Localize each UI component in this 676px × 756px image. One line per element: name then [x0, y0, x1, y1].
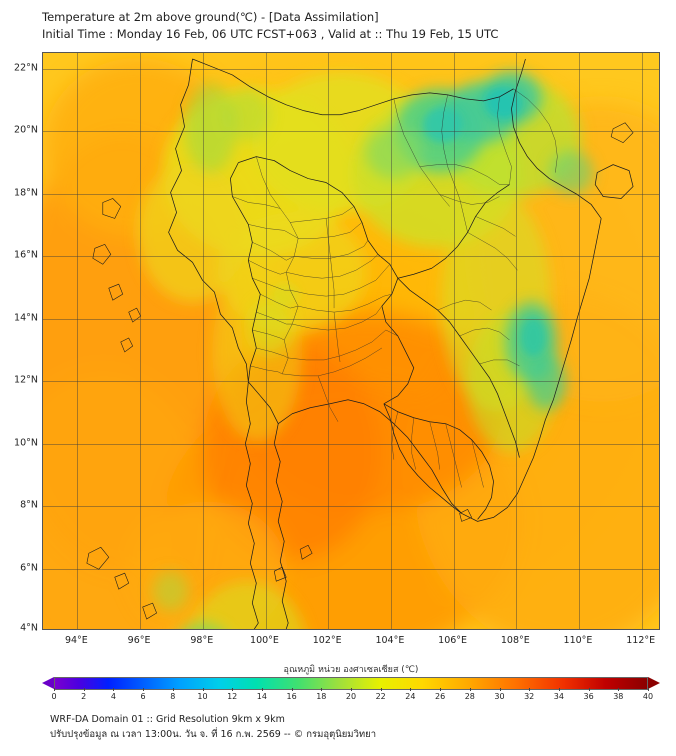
colorbar-tick-label: 12 — [227, 692, 238, 701]
colorbar-tick-mark — [54, 688, 55, 691]
y-tick-label: 6°N — [20, 562, 38, 574]
colorbar-tick-label: 16 — [286, 692, 297, 701]
colorbar-tick-label: 0 — [51, 692, 57, 701]
gridline-lat-22 — [43, 68, 659, 70]
colorbar-tick-label: 36 — [583, 692, 594, 701]
colorbar-tick-mark — [440, 688, 442, 691]
colorbar-tick-mark — [499, 688, 501, 691]
x-tick-label: 96°E — [127, 635, 151, 646]
colorbar-tick-mark — [261, 688, 263, 691]
y-tick-label: 20°N — [14, 124, 38, 136]
gridline-lon-104 — [390, 53, 392, 629]
footer-line-2: ปรับปรุงข้อมูล ณ เวลา 13:00น. วัน จ. ที่… — [50, 729, 377, 740]
colorbar-tick-label: 32 — [524, 692, 535, 701]
colorbar-tick-mark — [83, 688, 85, 691]
colorbar-tick-mark — [618, 688, 620, 691]
temperature-map[interactable]: 94°E 96°E 98°E 100°E 102°E 104°E 106°E 1… — [14, 52, 660, 646]
colorbar-tick-mark — [588, 688, 590, 691]
x-tick-label: 98°E — [190, 635, 214, 646]
coastline-layer — [168, 58, 634, 629]
gridline-lat-16 — [43, 256, 659, 258]
x-tick-label: 108°E — [500, 635, 530, 646]
gridline-lon-102 — [328, 53, 330, 629]
colorbar-low-arrow — [42, 677, 54, 689]
colorbar: อุณหภูมิ หน่วย องศาเซลเซียส (℃) 0 2 4 6 8 10 1… — [42, 662, 660, 708]
gridline-lon-98 — [202, 53, 204, 629]
colorbar-high-arrow — [648, 677, 660, 689]
chart-title-block: Temperature at 2m above ground(℃) - [Dat… — [42, 9, 498, 43]
colorbar-tick-label: 2 — [81, 692, 87, 701]
gridline-lon-106 — [453, 53, 455, 629]
colorbar-tick-mark — [291, 688, 293, 691]
colorbar-tick-mark — [410, 688, 412, 691]
temperature-field — [43, 53, 659, 629]
gridline-lat-10 — [43, 443, 659, 445]
colorbar-tick-mark — [232, 688, 234, 691]
colorbar-tick-mark — [469, 688, 471, 691]
island-layer — [86, 122, 634, 620]
colorbar-title: อุณหภูมิ หน่วย องศาเซลเซียส (℃) — [283, 665, 419, 675]
colorbar-tick-mark — [143, 688, 145, 691]
colorbar-tick-label: 34 — [553, 692, 564, 701]
chart-title-line-2: Initial Time : Monday 16 Feb, 06 UTC FCS… — [42, 27, 499, 41]
y-tick-label: 16°N — [14, 249, 38, 261]
gridline-lat-12 — [43, 381, 659, 383]
colorbar-tick-mark — [529, 688, 531, 691]
colorbar-tick-mark — [172, 688, 174, 691]
y-tick-label: 18°N — [14, 187, 38, 199]
colorbar-tick-label: 8 — [170, 692, 176, 701]
y-tick-label: 4°N — [20, 622, 38, 634]
x-tick-label: 100°E — [250, 635, 279, 646]
gridline-lon-96 — [140, 53, 142, 629]
x-tick-label: 102°E — [312, 635, 342, 646]
footer-block: WRF-DA Domain 01 :: Grid Resolution 9km … — [50, 712, 376, 742]
chart-title-line-1: Temperature at 2m above ground(℃) - [Dat… — [42, 10, 379, 24]
y-tick-label: 10°N — [14, 437, 38, 449]
y-tick-label: 14°N — [14, 312, 38, 324]
colorbar-tick-label: 6 — [140, 692, 146, 701]
gridline-lat-18 — [43, 193, 659, 195]
y-tick-label: 12°N — [14, 374, 38, 386]
colorbar-tick-mark — [380, 688, 382, 691]
colorbar-tick-label: 22 — [375, 692, 386, 701]
y-tick-label: 22°N — [14, 62, 38, 74]
colorbar-tick-mark — [202, 688, 204, 691]
colorbar-tick-label: 30 — [494, 692, 505, 701]
gridline-lat-14 — [43, 318, 659, 320]
colorbar-tick-label: 18 — [316, 692, 327, 701]
colorbar-tick-mark — [321, 688, 323, 691]
gridline-lat-8 — [43, 506, 659, 508]
colorbar-tick-mark — [558, 688, 560, 691]
colorbar-tick-label: 28 — [464, 692, 475, 701]
gridline-lat-6 — [43, 568, 659, 570]
x-tick-label: 94°E — [64, 635, 88, 646]
gridline-lat-20 — [43, 131, 659, 133]
colorbar-ticks: 0 2 4 6 8 10 12 14 16 18 20 22 24 26 28 30 32 34 36 38 40 — [51, 688, 653, 705]
gridline-lon-94 — [77, 53, 79, 629]
gridline-lon-100 — [265, 53, 267, 629]
colorbar-tick-label: 20 — [345, 692, 357, 701]
gridline-lon-110 — [579, 53, 580, 629]
colorbar-tick-label: 38 — [613, 692, 624, 701]
colorbar-tick-mark — [113, 688, 115, 691]
x-tick-label: 112°E — [626, 635, 656, 646]
x-tick-label: 104°E — [375, 635, 405, 646]
footer-line-1: WRF-DA Domain 01 :: Grid Resolution 9km … — [50, 714, 285, 725]
colorbar-tick-label: 24 — [405, 692, 416, 701]
colorbar-tick-label: 14 — [256, 692, 267, 701]
colorbar-tick-label: 10 — [197, 692, 208, 701]
y-tick-label: 8°N — [20, 499, 38, 511]
colorbar-tick-label: 40 — [642, 692, 654, 701]
x-tick-label: 110°E — [563, 635, 593, 646]
colorbar-tick-label: 4 — [110, 692, 116, 701]
gridline-lon-108 — [516, 53, 518, 629]
colorbar-tick-label: 26 — [435, 692, 446, 701]
x-tick-label: 106°E — [438, 635, 468, 646]
map-plot-area[interactable] — [42, 52, 660, 630]
colorbar-tick-mark — [351, 688, 352, 691]
gridline-lon-112 — [641, 53, 643, 629]
colorbar-tick-mark — [648, 688, 649, 691]
